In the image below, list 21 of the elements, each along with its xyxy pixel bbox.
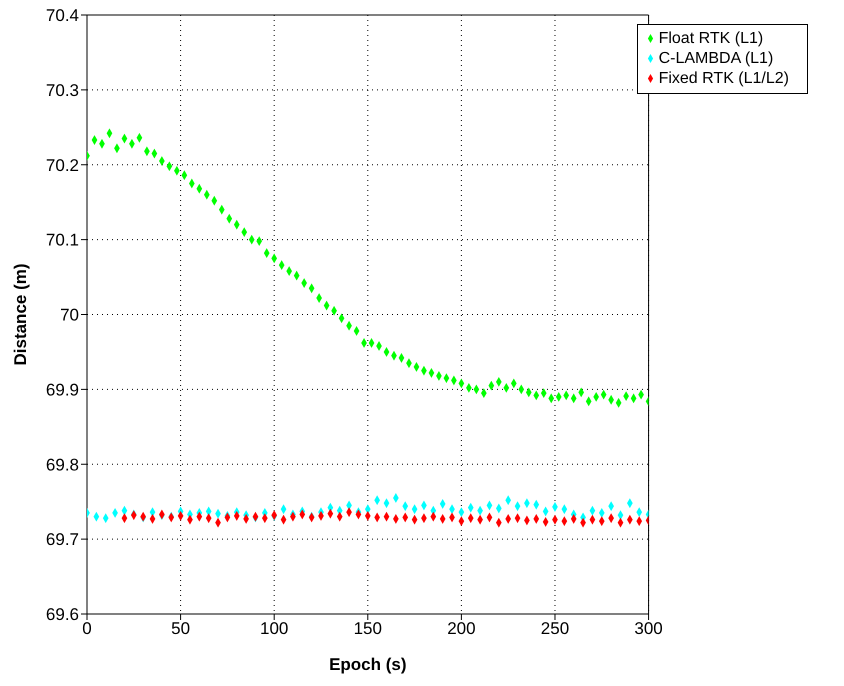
y-tick-label: 70.2	[46, 156, 79, 175]
x-tick-label: 150	[354, 619, 382, 638]
y-tick-label: 70	[60, 306, 79, 325]
x-tick-label: 100	[260, 619, 288, 638]
legend-label: Fixed RTK (L1/L2)	[658, 70, 789, 87]
y-tick-label: 69.8	[46, 455, 79, 474]
x-tick-label: 300	[634, 619, 663, 638]
x-tick-label: 250	[540, 619, 570, 638]
y-tick-label: 70.1	[46, 230, 79, 250]
legend-label: Float RTK (L1)	[658, 30, 764, 47]
y-tick-label: 69.9	[46, 380, 79, 400]
x-axis-title: Epoch (s)	[329, 655, 407, 674]
y-tick-label: 70.3	[46, 80, 79, 100]
y-tick-label: 70.4	[46, 6, 79, 26]
x-tick-label: 0	[82, 619, 92, 638]
x-tick-label: 50	[171, 619, 190, 638]
y-tick-label: 69.6	[46, 605, 79, 624]
y-tick-label: 69.7	[46, 530, 79, 550]
y-axis-title: Distance (m)	[11, 263, 30, 366]
x-tick-label: 200	[447, 619, 476, 638]
legend-label: C-LAMBDA (L1)	[658, 50, 774, 67]
